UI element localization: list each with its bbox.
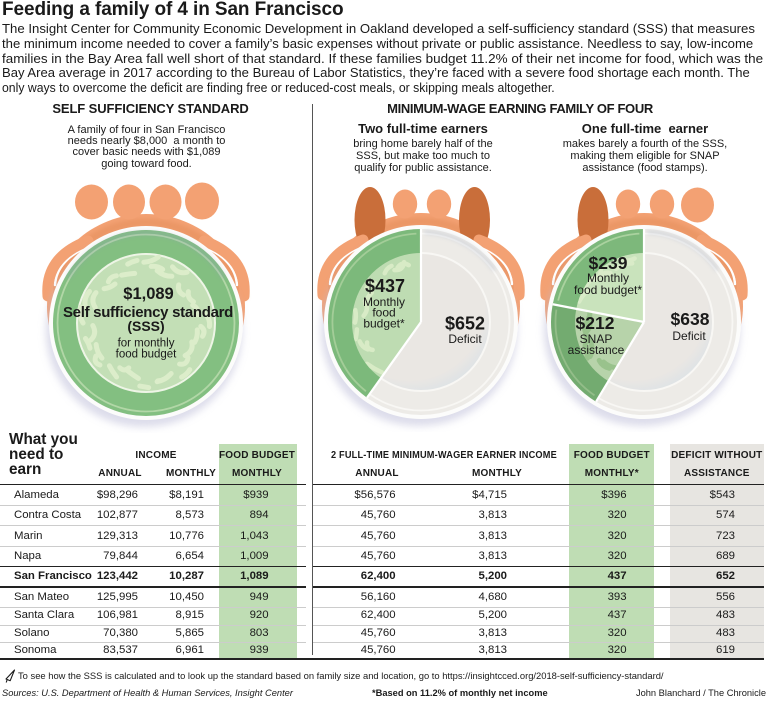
svg-text:$437: $437 (365, 276, 405, 296)
svg-text:$239: $239 (589, 253, 628, 273)
svg-text:assistance: assistance (568, 343, 625, 357)
svg-text:food: food (372, 306, 395, 320)
svg-text:$638: $638 (671, 309, 710, 329)
svg-text:$212: $212 (576, 313, 615, 333)
svg-text:Monthly: Monthly (363, 295, 405, 309)
svg-text:$1,089: $1,089 (123, 285, 173, 303)
svg-text:SNAP: SNAP (580, 332, 613, 346)
svg-text:for monthly: for monthly (118, 338, 175, 350)
svg-text:food budget*: food budget* (574, 283, 642, 297)
svg-text:Monthly: Monthly (587, 271, 629, 285)
svg-text:Deficit: Deficit (672, 329, 706, 343)
svg-text:Self sufficiency standard: Self sufficiency standard (63, 304, 233, 321)
svg-text:Deficit: Deficit (448, 332, 482, 346)
svg-text:budget*: budget* (363, 317, 405, 331)
svg-text:(SSS): (SSS) (127, 318, 164, 334)
svg-text:food budget: food budget (116, 349, 178, 361)
svg-text:$652: $652 (445, 314, 485, 334)
